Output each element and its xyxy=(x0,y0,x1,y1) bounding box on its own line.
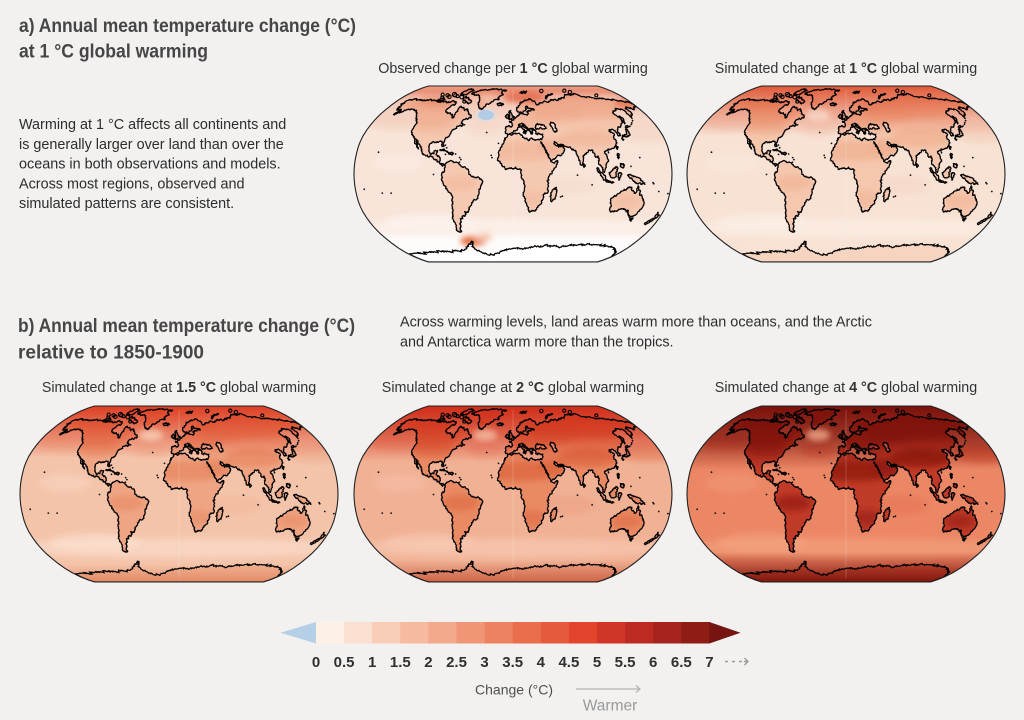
svg-text:Across most regions, observed: Across most regions, observed and xyxy=(19,176,245,192)
svg-text:Change (°C): Change (°C) xyxy=(475,682,553,698)
svg-text:1.5: 1.5 xyxy=(390,654,411,671)
svg-text:3.5: 3.5 xyxy=(502,654,523,671)
svg-text:a) Annual mean temperature cha: a) Annual mean temperature change (°C) xyxy=(19,15,356,37)
svg-text:Simulated change at 1.5 °C glo: Simulated change at 1.5 °C global warmin… xyxy=(42,380,316,396)
svg-text:2.5: 2.5 xyxy=(446,654,467,671)
svg-text:oceans in both observations an: oceans in both observations and models. xyxy=(19,157,281,173)
svg-text:at 1 °C global warming: at 1 °C global warming xyxy=(19,41,208,63)
svg-text:3: 3 xyxy=(480,654,488,671)
svg-text:6.5: 6.5 xyxy=(671,654,692,671)
svg-text:4.5: 4.5 xyxy=(558,654,579,671)
svg-text:1: 1 xyxy=(368,654,376,671)
svg-text:relative to 1850-1900: relative to 1850-1900 xyxy=(18,341,204,363)
svg-text:2: 2 xyxy=(424,654,432,671)
svg-text:0.5: 0.5 xyxy=(334,654,355,671)
svg-text:6: 6 xyxy=(649,654,657,671)
svg-text:0: 0 xyxy=(312,654,320,671)
svg-text:5: 5 xyxy=(593,654,601,671)
svg-text:7: 7 xyxy=(705,654,713,671)
svg-text:Warming at 1 °C affects all co: Warming at 1 °C affects all continents a… xyxy=(19,117,286,133)
svg-text:is generally larger over land: is generally larger over land than over … xyxy=(19,137,284,153)
svg-text:and Antarctica warm more than: and Antarctica warm more than the tropic… xyxy=(400,334,674,350)
svg-text:Simulated change at 1 °C globa: Simulated change at 1 °C global warming xyxy=(715,61,977,77)
svg-text:b) Annual mean temperature cha: b) Annual mean temperature change (°C) xyxy=(18,315,355,337)
svg-text:Across warming levels, land ar: Across warming levels, land areas warm m… xyxy=(400,315,872,331)
svg-text:4: 4 xyxy=(537,654,546,671)
svg-text:Observed change per 1 °C globa: Observed change per 1 °C global warming xyxy=(378,61,648,77)
svg-text:5.5: 5.5 xyxy=(615,654,636,671)
svg-text:Simulated change at 2 °C globa: Simulated change at 2 °C global warming xyxy=(382,380,644,396)
svg-text:Simulated change at 4 °C globa: Simulated change at 4 °C global warming xyxy=(715,380,977,396)
svg-text:Warmer: Warmer xyxy=(583,698,638,715)
svg-text:simulated patterns are consist: simulated patterns are consistent. xyxy=(19,196,234,212)
